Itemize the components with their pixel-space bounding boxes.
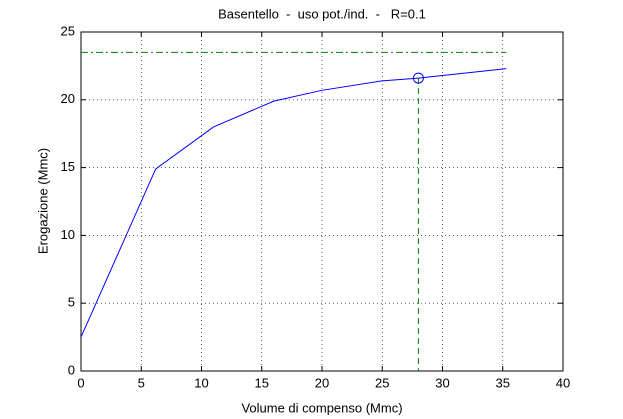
x-tick-label: 40 [556, 375, 570, 390]
x-tick-label: 30 [435, 375, 449, 390]
x-axis-label: Volume di compenso (Mmc) [241, 400, 402, 415]
x-tick-label: 20 [315, 375, 329, 390]
y-tick-label: 5 [68, 295, 75, 310]
x-tick-label: 25 [375, 375, 389, 390]
x-tick-label: 5 [138, 375, 145, 390]
chart-title: Basentello - uso pot./ind. - R=0.1 [218, 6, 426, 21]
x-tick-label: 0 [77, 375, 84, 390]
axes-box [80, 31, 564, 372]
x-tick-label: 15 [255, 375, 269, 390]
y-tick-label: 0 [68, 362, 75, 377]
x-tick-label: 10 [194, 375, 208, 390]
y-tick-label: 15 [61, 159, 75, 174]
y-tick-label: 10 [61, 227, 75, 242]
marker-point [412, 72, 424, 84]
x-tick-label: 35 [496, 375, 510, 390]
y-tick-label: 20 [61, 91, 75, 106]
data-line [80, 68, 507, 338]
y-axis-label: Erogazione (Mmc) [35, 148, 50, 254]
y-tick-label: 25 [61, 23, 75, 38]
